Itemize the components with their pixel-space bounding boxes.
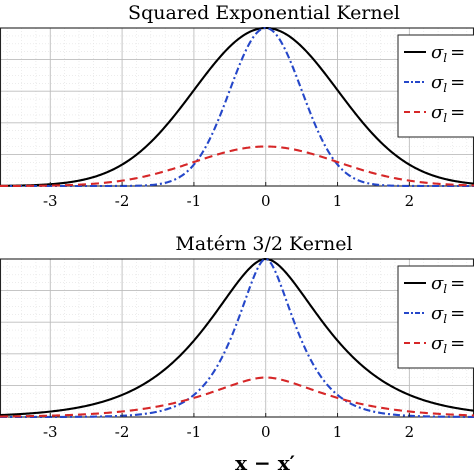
x-tick-label: 2	[405, 423, 415, 441]
x-tick-label: -3	[43, 192, 58, 210]
panel-1-curves	[0, 26, 474, 188]
x-tick-label: -1	[187, 423, 202, 441]
x-tick-label: 1	[333, 192, 343, 210]
x-tick-label: -3	[43, 423, 58, 441]
legend-label-1: σl =	[431, 42, 465, 65]
series-line-2	[0, 257, 474, 419]
panel-1-legend: σl = σl = σl =	[397, 34, 474, 138]
series-line-3	[0, 376, 474, 418]
legend-label-2: σl =	[431, 72, 465, 95]
panel-1-title: Squared Exponential Kernel	[128, 2, 400, 24]
x-tick-label: -2	[115, 423, 130, 441]
x-tick-label: 0	[261, 192, 271, 210]
x-tick-label: -1	[187, 192, 202, 210]
panel-matern-3-2: Matérn 3/2 Kernel -3 -2 -1 0 1 2 σl = σl = σl =	[0, 233, 474, 441]
x-tick-label: 1	[333, 423, 343, 441]
legend-label-3: σl =	[431, 333, 465, 356]
series-line-3	[0, 145, 474, 188]
series-line-1	[0, 257, 474, 417]
panel-squared-exponential: Squared Exponential Kernel -3 -2 -1 0 1 2 σl =…	[0, 2, 474, 210]
x-axis-label: x − x′	[235, 451, 295, 474]
panel-2-title: Matérn 3/2 Kernel	[175, 233, 352, 255]
series-line-1	[0, 26, 474, 187]
series-line-2	[0, 26, 474, 188]
legend-label-3: σl =	[431, 102, 465, 125]
panel-1-x-ticks: -3 -2 -1 0 1 2	[43, 182, 414, 210]
legend-label-2: σl =	[431, 303, 465, 326]
legend-label-1: σl =	[431, 273, 465, 296]
x-tick-label: 0	[261, 423, 271, 441]
panel-2-x-ticks: -3 -2 -1 0 1 2	[43, 413, 414, 441]
x-tick-label: -2	[115, 192, 130, 210]
panel-2-curves	[0, 257, 474, 419]
x-tick-label: 2	[405, 192, 415, 210]
panel-2-legend: σl = σl = σl =	[397, 265, 474, 369]
